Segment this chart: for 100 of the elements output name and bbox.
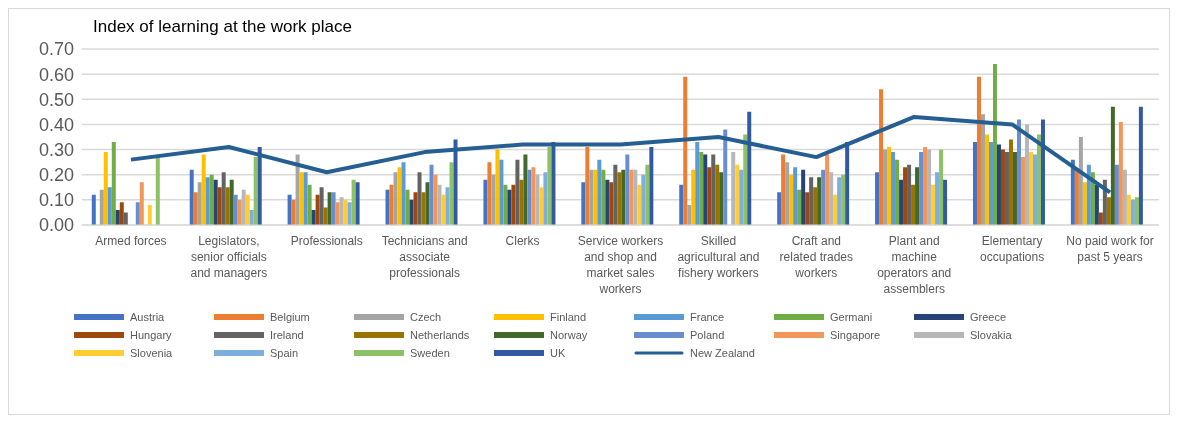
bar — [976, 76, 981, 225]
bar — [123, 212, 128, 225]
bar — [679, 184, 684, 225]
bar — [491, 174, 496, 225]
bar — [347, 202, 352, 225]
bar — [433, 174, 438, 225]
bar — [927, 149, 932, 225]
bar — [229, 179, 234, 225]
bar — [1078, 137, 1083, 225]
bar — [1020, 157, 1025, 225]
bar — [829, 172, 834, 225]
bar — [385, 189, 390, 225]
bar — [821, 169, 826, 225]
bar — [429, 164, 434, 225]
bar — [699, 152, 704, 225]
bar — [295, 154, 300, 225]
bar — [801, 169, 806, 225]
bar — [551, 142, 556, 225]
bar — [437, 184, 442, 225]
bar — [915, 167, 920, 225]
bar — [405, 189, 410, 225]
bar — [899, 179, 904, 225]
bar — [503, 184, 508, 225]
x-tick-label: Clerks — [505, 234, 540, 248]
bar — [609, 182, 614, 225]
bar — [633, 169, 638, 225]
bar — [241, 189, 246, 225]
legend-label: France — [690, 311, 725, 323]
bar — [747, 111, 752, 225]
y-tick-label: 0.50 — [38, 89, 74, 110]
bar — [315, 194, 320, 225]
bar — [731, 152, 736, 225]
bar — [931, 184, 936, 225]
bar — [393, 172, 398, 225]
bar — [629, 169, 634, 225]
bar — [103, 152, 108, 225]
legend-label: Hungary — [130, 329, 172, 341]
bar — [943, 179, 948, 225]
bar — [1106, 197, 1111, 225]
bar — [637, 184, 642, 225]
bar — [837, 177, 842, 225]
bar — [817, 177, 822, 225]
legend-label: Sweden — [410, 347, 450, 359]
bar — [996, 144, 1001, 225]
bar — [841, 174, 846, 225]
bar — [809, 177, 814, 225]
bar — [1028, 152, 1033, 225]
bar — [777, 192, 782, 225]
bar — [119, 202, 124, 225]
bar — [703, 154, 708, 225]
x-tick-label: Elementary occupations — [980, 234, 1045, 264]
bar — [99, 189, 104, 225]
legend-label: Czech — [410, 311, 442, 323]
bar — [355, 182, 360, 225]
bar — [441, 194, 446, 225]
bar — [895, 159, 900, 225]
bar — [483, 179, 488, 225]
bar — [585, 147, 590, 225]
bar — [707, 167, 712, 225]
bar — [135, 202, 140, 225]
bar — [805, 192, 810, 225]
bar — [245, 194, 250, 225]
bar — [189, 169, 194, 225]
bar — [907, 164, 912, 225]
legend-label: Germani — [830, 311, 873, 323]
bar — [621, 169, 626, 225]
bar — [984, 134, 989, 225]
bar — [785, 162, 790, 225]
bar — [225, 187, 230, 225]
bar — [389, 184, 394, 225]
bar — [1082, 182, 1087, 225]
bar — [253, 157, 258, 225]
bar — [1122, 169, 1127, 225]
legend-label: Poland — [690, 329, 725, 341]
bar — [1070, 159, 1075, 225]
bar — [723, 129, 728, 225]
bar — [601, 169, 606, 225]
y-tick-label: 0.00 — [38, 215, 74, 236]
bar — [209, 174, 214, 225]
bar — [972, 142, 977, 225]
bar — [233, 194, 238, 225]
bar — [695, 142, 700, 225]
y-tick-label: 0.10 — [38, 190, 74, 211]
bar — [291, 199, 296, 225]
bar — [91, 194, 96, 225]
bar — [417, 172, 422, 225]
bar — [793, 167, 798, 225]
legend-label: UK — [550, 347, 566, 359]
x-tick-label: Plant and machine operators and assemblers — [877, 234, 952, 296]
bar — [401, 162, 406, 225]
bar — [891, 152, 896, 225]
bar — [919, 152, 924, 225]
x-tick-label: Professionals — [290, 234, 363, 248]
bar — [1130, 199, 1135, 225]
bar — [797, 189, 802, 225]
legend-label: Finland — [550, 311, 587, 323]
y-tick-label: 0.70 — [38, 39, 74, 60]
bar — [883, 149, 888, 225]
legend-label: New Zealand — [690, 347, 755, 359]
bar — [789, 174, 794, 225]
